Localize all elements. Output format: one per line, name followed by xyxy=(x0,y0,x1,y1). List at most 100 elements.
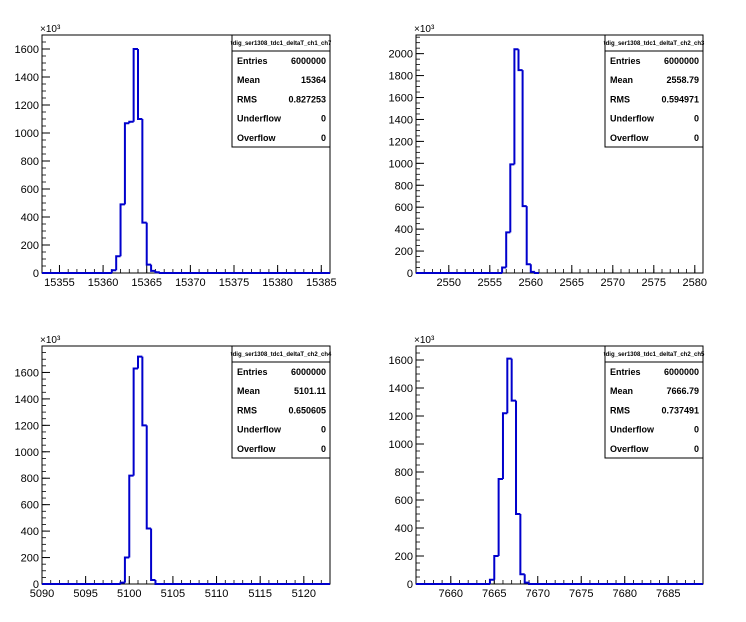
histogram-bin xyxy=(501,266,507,273)
plot-frame xyxy=(415,34,704,274)
histogram-bin xyxy=(137,49,143,120)
histogram-bin xyxy=(488,578,495,584)
histogram-bin xyxy=(519,514,525,576)
x-tick-label: 2560 xyxy=(519,277,543,289)
x-tick-label: 15385 xyxy=(306,277,337,289)
y-tick-label: 0 xyxy=(407,579,413,591)
stats-value: 6000000 xyxy=(664,367,699,377)
y-tick-label: 1800 xyxy=(389,71,413,83)
y-tick-label: 0 xyxy=(407,268,413,280)
y-tick-label: 1000 xyxy=(389,439,413,451)
stats-value: 0 xyxy=(694,114,699,124)
stats-box-frame xyxy=(604,345,704,459)
y-tick-label: 800 xyxy=(395,467,413,479)
stats-label: RMS xyxy=(610,405,630,415)
histogram-bin xyxy=(525,206,531,266)
histogram-bin xyxy=(158,272,330,274)
x-tick-label: 15365 xyxy=(131,277,162,289)
y-tick-label: 400 xyxy=(21,526,39,538)
histogram-pad-1: 15355 15360 15365 15370 15375 15380 15385 0 200 4… xyxy=(15,24,337,289)
stats-label: Entries xyxy=(237,367,268,377)
histogram-bin xyxy=(513,48,519,165)
y-exponent-label: ×10³ xyxy=(414,24,435,35)
x-tick-label: 15375 xyxy=(219,277,250,289)
stats-box: tdig_ser1308_tdc1_deltaT_ch2_ch4 Entries 6… xyxy=(231,345,332,459)
y-tick-label: 1400 xyxy=(389,383,413,395)
y-tick-label: 800 xyxy=(395,180,413,192)
histogram-bin xyxy=(128,474,134,558)
stats-value: 0.737491 xyxy=(661,405,699,415)
stats-value: 15364 xyxy=(301,75,326,85)
y-tick-label: 0 xyxy=(33,268,39,280)
stats-label: RMS xyxy=(610,94,630,104)
x-tick-label: 15360 xyxy=(88,277,119,289)
stats-label: Mean xyxy=(237,386,260,396)
histogram-bin xyxy=(510,358,517,402)
histogram-pad-3: 5090 5095 5100 5105 5110 5115 5120 0 200 400 600 80… xyxy=(15,335,333,600)
x-tick-label: 5090 xyxy=(30,588,54,600)
x-tick-label: 5100 xyxy=(117,588,141,600)
histogram-bin xyxy=(123,556,130,583)
stats-box: tdig_ser1308_tdc1_deltaT_ch2_ch5 Entries 6… xyxy=(604,345,705,459)
x-tick-label: 5105 xyxy=(161,588,185,600)
y-tick-label: 1200 xyxy=(15,420,39,432)
y-exponent-label: ×10³ xyxy=(40,335,61,346)
histogram-bin xyxy=(533,271,539,274)
histogram-bin xyxy=(119,581,125,584)
stats-label: Entries xyxy=(610,367,641,377)
x-tick-label: 2555 xyxy=(478,277,502,289)
stats-box-frame xyxy=(231,34,331,148)
histogram-bin xyxy=(119,203,125,257)
stats-label: Underflow xyxy=(610,425,655,435)
stats-value: 0 xyxy=(694,425,699,435)
y-tick-label: 1400 xyxy=(389,114,413,126)
stats-label: Entries xyxy=(237,56,268,66)
stats-value: 0.594971 xyxy=(661,94,699,104)
stats-label: RMS xyxy=(237,94,257,104)
stats-value: 0.650605 xyxy=(288,405,326,415)
y-tick-label: 200 xyxy=(21,553,39,565)
y-tick-label: 600 xyxy=(21,184,39,196)
stats-label: Mean xyxy=(237,75,260,85)
histogram-bin xyxy=(132,48,138,122)
histogram-bin xyxy=(505,231,511,268)
y-tick-label: 1000 xyxy=(15,128,39,140)
stats-label: Overflow xyxy=(610,444,650,454)
histogram-bin xyxy=(154,270,160,274)
stats-value: 0.827253 xyxy=(288,94,326,104)
y-tick-label: 600 xyxy=(21,500,39,512)
stats-value: 0 xyxy=(694,444,699,454)
y-tick-label: 1400 xyxy=(15,72,39,84)
y-tick-label: 1600 xyxy=(15,367,39,379)
x-tick-label: 2575 xyxy=(642,277,666,289)
stats-value: 0 xyxy=(694,133,699,143)
x-tick-label: 2570 xyxy=(601,277,625,289)
histogram-bin xyxy=(132,367,138,476)
x-tick-label: 7675 xyxy=(569,588,593,600)
y-tick-label: 1000 xyxy=(389,158,413,170)
y-tick-label: 1000 xyxy=(15,447,39,459)
stats-value: 5101.11 xyxy=(294,386,326,396)
y-tick-label: 1600 xyxy=(389,93,413,105)
y-tick-label: 1200 xyxy=(15,100,39,112)
x-tick-label: 5115 xyxy=(248,588,272,600)
stats-value: 0 xyxy=(321,444,326,454)
histogram-bin xyxy=(515,400,521,515)
histogram-pad-2: 2550 2555 2560 2565 2570 2575 2580 0 200 400 600 80… xyxy=(389,24,708,289)
stats-box-frame xyxy=(231,345,331,459)
stats-label: Underflow xyxy=(610,114,655,124)
y-tick-label: 600 xyxy=(395,202,413,214)
y-tick-label: 800 xyxy=(21,473,39,485)
histogram-bin xyxy=(517,49,523,72)
y-tick-label: 1200 xyxy=(389,136,413,148)
y-tick-label: 200 xyxy=(395,246,413,258)
stats-value: 0 xyxy=(321,114,326,124)
x-tick-label: 7660 xyxy=(439,588,463,600)
x-tick-label: 5110 xyxy=(205,588,229,600)
stats-value: 0 xyxy=(321,133,326,143)
stats-value: 6000000 xyxy=(664,56,699,66)
histogram-bin xyxy=(523,574,530,584)
y-tick-label: 400 xyxy=(395,224,413,236)
histogram-bin xyxy=(150,528,156,582)
